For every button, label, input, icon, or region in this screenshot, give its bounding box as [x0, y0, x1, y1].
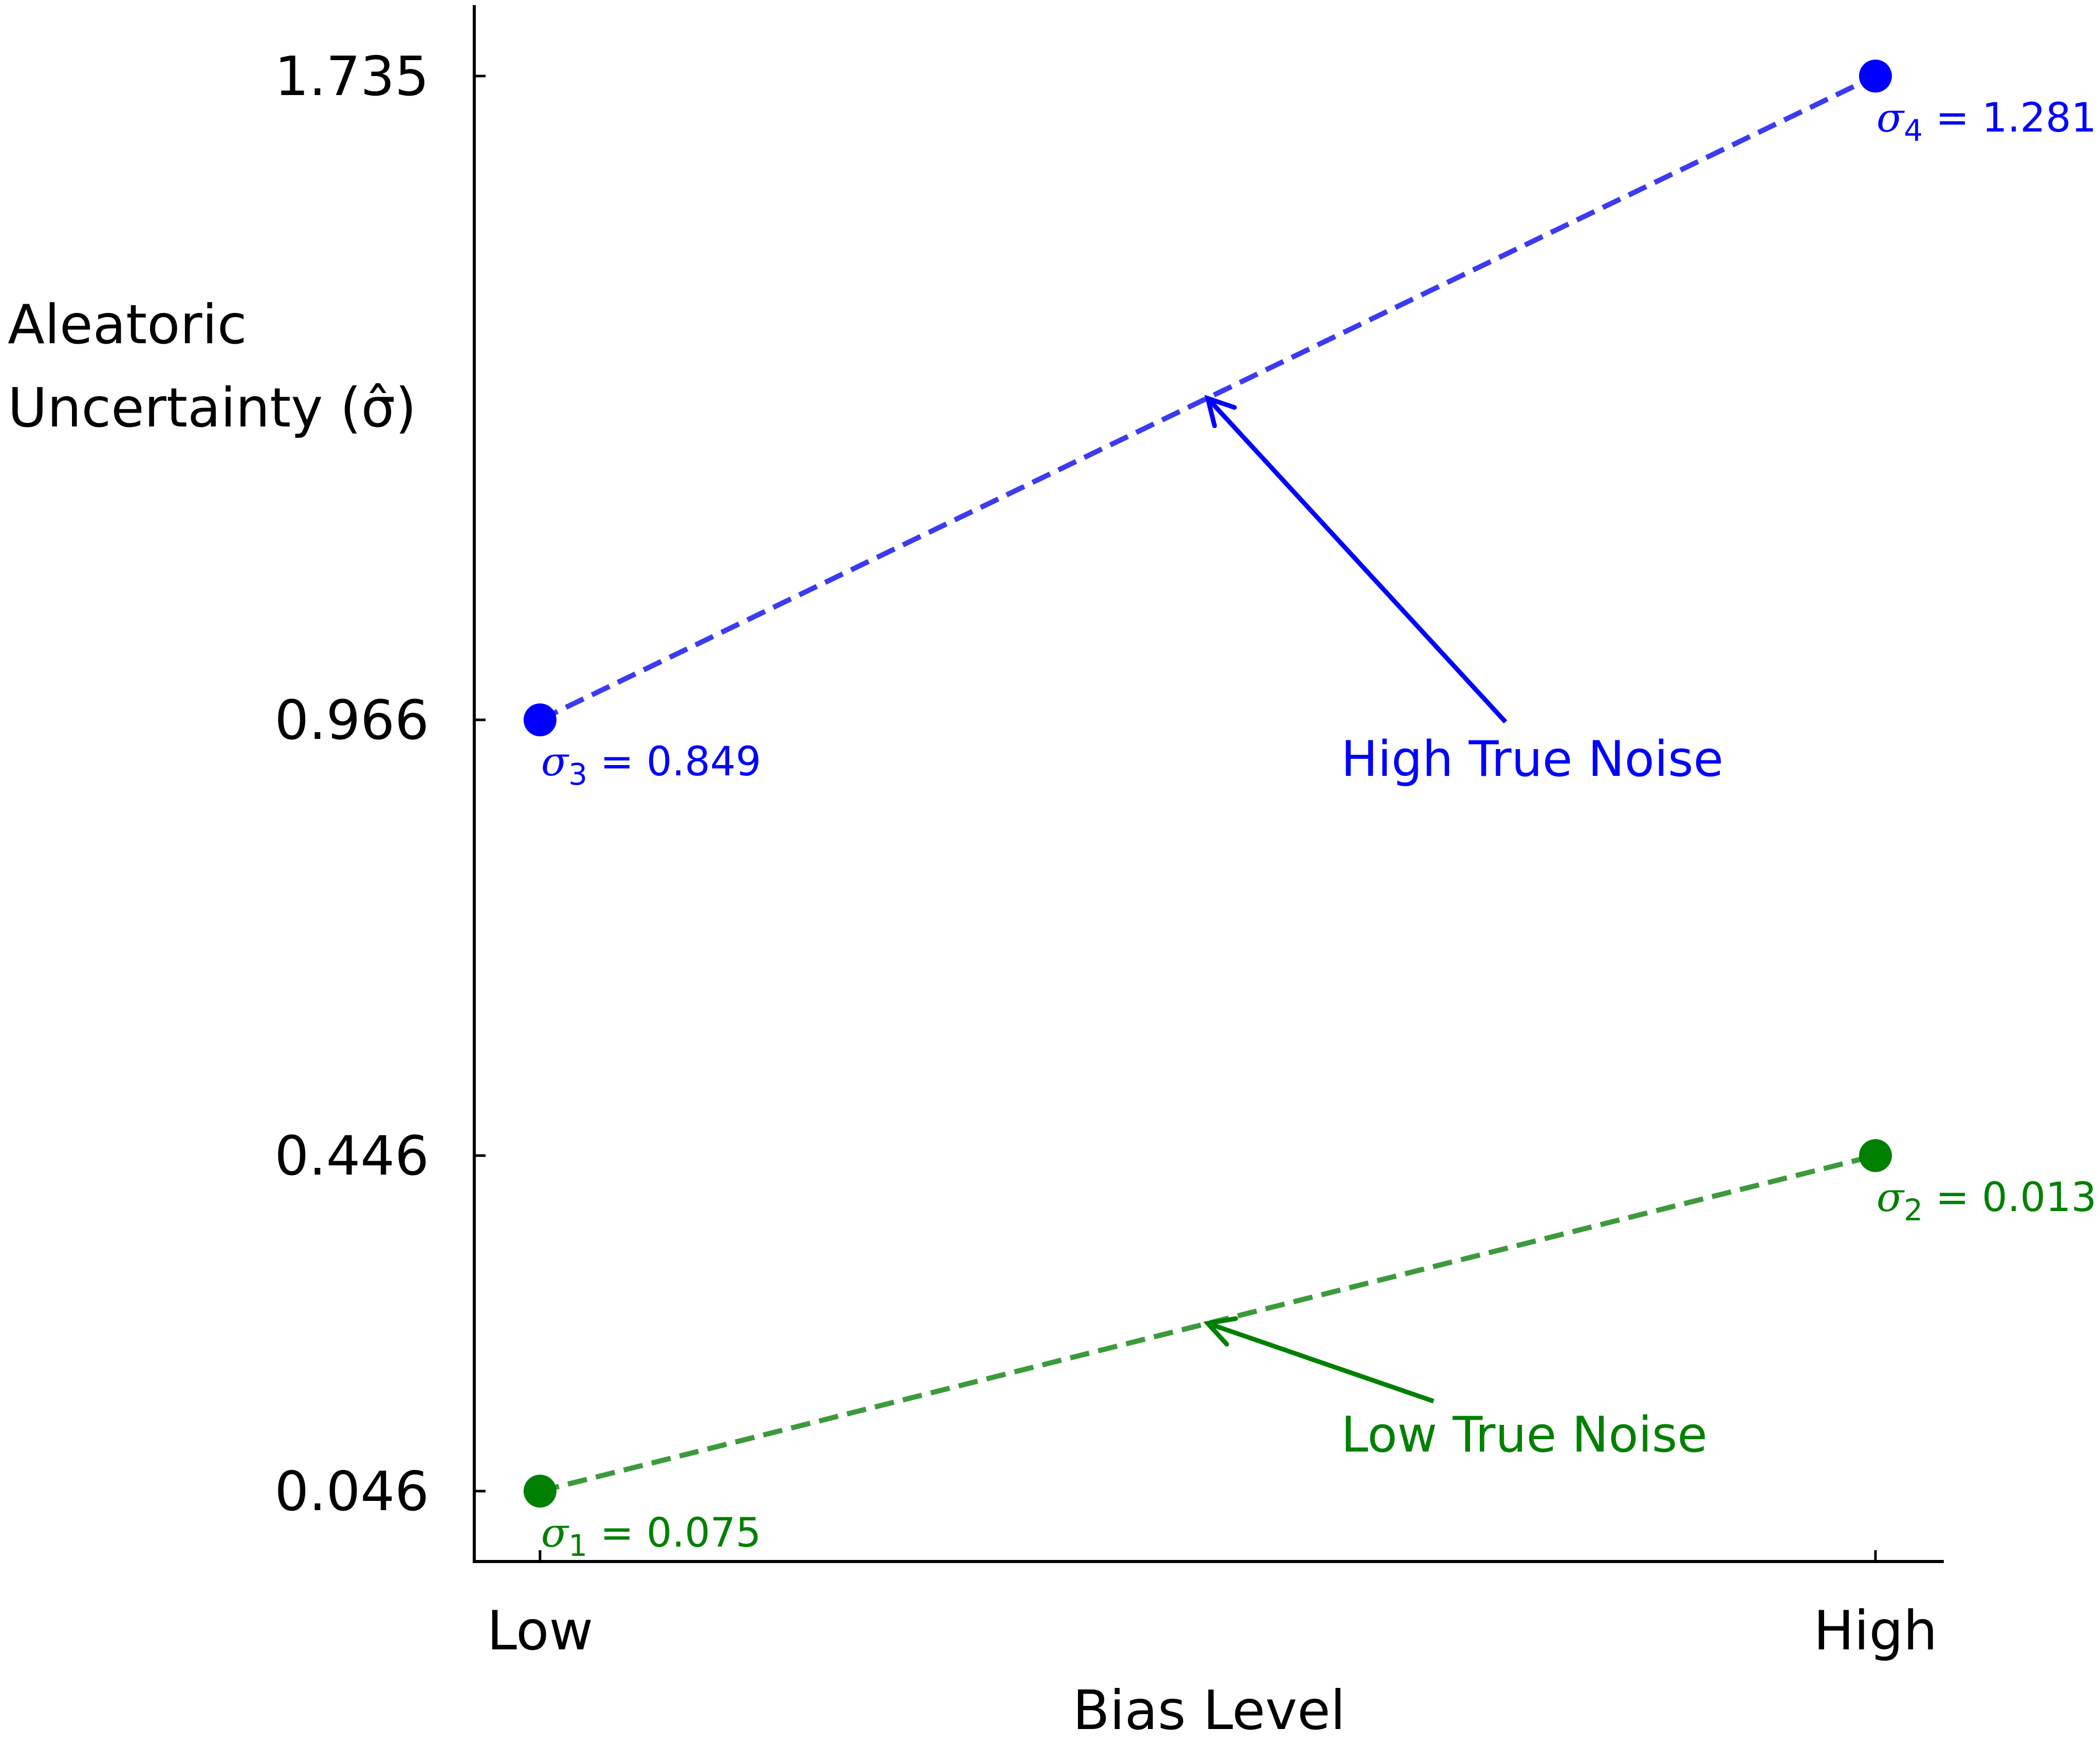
x-tick-label: Low: [487, 1600, 593, 1662]
annotation-arrowhead: [1204, 395, 1237, 429]
point-label: σ3 = 0.849: [541, 739, 761, 792]
y-tick-label: 0.446: [274, 1125, 429, 1187]
annotation-label: Low True Noise: [1341, 1407, 1707, 1463]
point-label: σ4 = 1.281: [1876, 95, 2096, 148]
annotation-arrowhead: [1203, 1316, 1238, 1347]
annotation-arrow-shaft: [1207, 1321, 1435, 1404]
x-tick-label: High: [1813, 1600, 1937, 1662]
y-axis-title-line-2: Uncertainty (σ̂): [8, 377, 416, 439]
data-point: [524, 703, 556, 736]
y-tick-label: 1.735: [274, 45, 429, 108]
data-point: [1859, 60, 1892, 92]
y-tick-label: 0.046: [274, 1460, 429, 1523]
data-point: [524, 1475, 556, 1508]
y-tick-label: 0.966: [274, 689, 429, 752]
y-axis-title-line-1: Aleatoric: [8, 293, 247, 356]
x-axis-title: Bias Level: [1073, 1679, 1346, 1742]
point-label: σ2 = 0.013: [1876, 1175, 2096, 1228]
y-ticks: 0.046 0.446 0.966 1.735: [274, 45, 486, 1523]
x-ticks: Low High: [487, 1550, 1938, 1662]
annotation-arrow-shaft: [1206, 397, 1508, 724]
data-point: [1859, 1139, 1892, 1172]
series-line: [538, 73, 1877, 722]
annotation-label: High True Noise: [1341, 731, 1723, 788]
annotation-layer: High True Noise Low True Noise: [1203, 395, 1723, 1463]
point-label: σ1 = 0.075: [541, 1510, 761, 1563]
series-layer: σ3 = 0.849 σ4 = 1.281 σ1 = 0.075 σ2 = 0.013: [524, 60, 2096, 1563]
